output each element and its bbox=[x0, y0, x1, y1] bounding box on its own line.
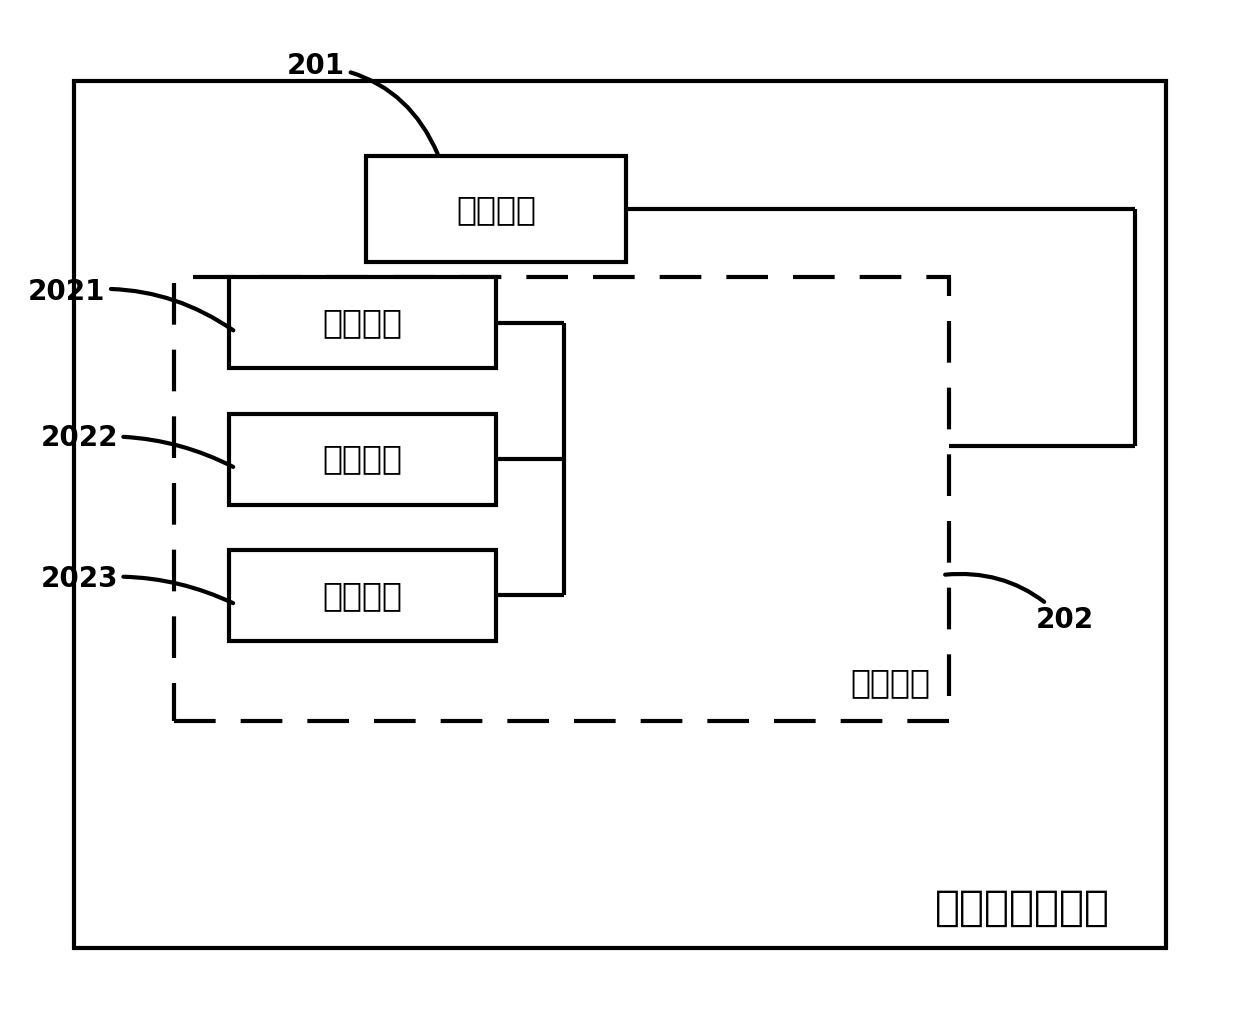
Text: 搬入单元: 搬入单元 bbox=[322, 579, 403, 611]
Text: 训练模块: 训练模块 bbox=[456, 193, 536, 226]
Text: 互补模型的设备: 互补模型的设备 bbox=[935, 887, 1110, 929]
Bar bbox=[229, 414, 496, 504]
Text: 寻找单元: 寻找单元 bbox=[322, 443, 403, 475]
Text: 2023: 2023 bbox=[40, 565, 233, 603]
Text: 202: 202 bbox=[945, 574, 1094, 635]
Text: 分割模块: 分割模块 bbox=[849, 666, 930, 699]
Text: 201: 201 bbox=[288, 51, 438, 153]
Text: 2021: 2021 bbox=[29, 277, 233, 330]
Bar bbox=[366, 156, 626, 262]
Text: 检测单元: 检测单元 bbox=[322, 307, 403, 339]
Bar bbox=[229, 277, 496, 368]
Bar bbox=[174, 277, 949, 721]
Bar bbox=[229, 550, 496, 641]
Bar bbox=[74, 81, 1166, 948]
Text: 2022: 2022 bbox=[40, 424, 233, 467]
